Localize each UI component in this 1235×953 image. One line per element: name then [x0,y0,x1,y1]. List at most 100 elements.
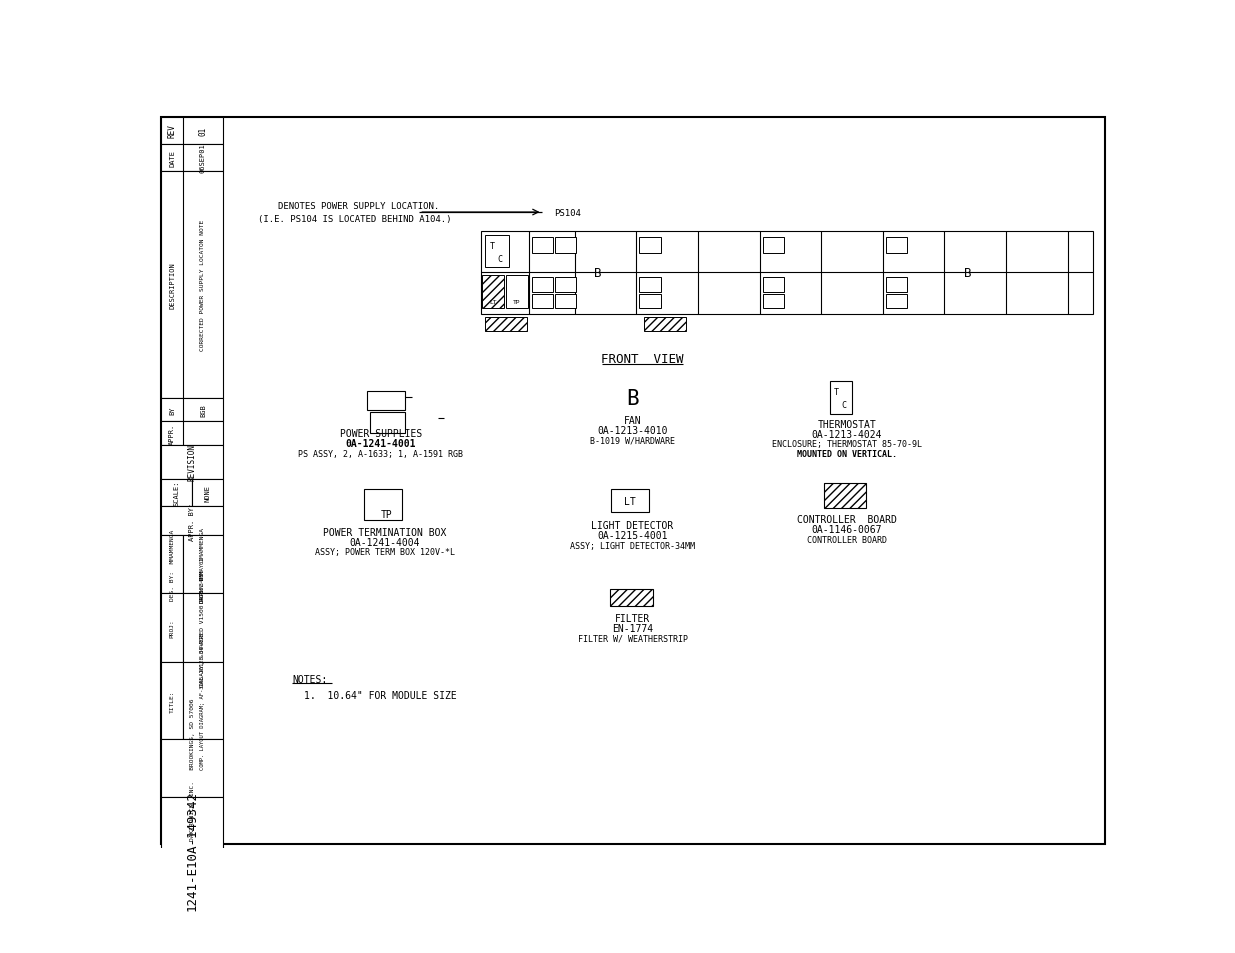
Bar [364,490,403,520]
Text: DESCRIPTION: DESCRIPTION [169,262,175,309]
Bar [162,422,222,445]
Bar [763,294,784,308]
Text: DAKTRONICS, INC.   BROOKINGS, SD 57006: DAKTRONICS, INC. BROOKINGS, SD 57006 [190,698,195,840]
Text: C: C [842,400,847,410]
Text: GALAXY, LOUVERED V1500 RGB 34MM: GALAXY, LOUVERED V1500 RGB 34MM [200,570,205,686]
Bar [885,238,908,253]
Bar [611,490,650,513]
Bar [640,294,661,308]
Text: T: T [834,388,839,396]
Text: BGB: BGB [200,404,206,416]
Bar [532,294,553,308]
Bar [484,317,527,332]
Text: MOUNTED ON VERTICAL.: MOUNTED ON VERTICAL. [797,450,897,458]
Text: NOTES:: NOTES: [293,675,327,684]
Bar [763,277,784,293]
Text: DRAWN BY:  JMAMMENGA: DRAWN BY: JMAMMENGA [200,527,205,602]
Text: LT: LT [625,497,636,506]
Text: TP: TP [514,299,521,305]
Bar [162,594,183,662]
Bar [532,238,553,253]
Bar [162,445,222,479]
Bar [162,507,222,536]
Text: CONTROLLER  BOARD: CONTROLLER BOARD [797,515,897,525]
Text: DES. BY:  MMAMMENGA: DES. BY: MMAMMENGA [169,529,174,600]
Text: ASSY; POWER TERM BOX 120V-*L: ASSY; POWER TERM BOX 120V-*L [315,548,454,557]
Text: PS104: PS104 [555,209,580,217]
Text: FAN: FAN [624,416,641,425]
Text: FRONT  VIEW: FRONT VIEW [601,353,684,365]
Text: POWER SUPPLIES: POWER SUPPLIES [340,429,422,438]
Text: 0A-1213-4024: 0A-1213-4024 [811,430,882,439]
Text: TP: TP [382,509,393,519]
Text: B: B [963,267,971,279]
Text: 06SEP01: 06SEP01 [200,143,206,173]
Text: TITLE:: TITLE: [169,690,174,713]
Text: 1.  10.64" FOR MODULE SIZE: 1. 10.64" FOR MODULE SIZE [304,690,457,700]
Text: T: T [490,242,495,252]
Text: FILTER W/ WEATHERSTRIP: FILTER W/ WEATHERSTRIP [578,634,688,642]
Text: B: B [594,267,601,279]
Text: THERMOSTAT: THERMOSTAT [818,419,876,430]
Bar [885,277,908,293]
Text: LT: LT [489,299,496,305]
Bar [640,277,661,293]
Bar [370,413,405,434]
Bar [183,662,222,740]
Bar [183,536,222,594]
Bar [640,238,661,253]
Bar [183,594,222,662]
Bar [555,238,577,253]
Text: FILTER: FILTER [615,613,650,623]
Text: B-1019 W/HARDWARE: B-1019 W/HARDWARE [590,436,676,445]
Text: BY: BY [169,406,175,415]
Text: PROJ:: PROJ: [169,618,174,638]
Bar [480,232,1093,314]
Bar [830,382,852,415]
Bar [367,392,405,411]
Text: DENOTES POWER SUPPLY LOCATION.: DENOTES POWER SUPPLY LOCATION. [278,202,440,212]
Bar [555,294,577,308]
Text: DATE: DATE [169,150,175,167]
Text: NONE: NONE [205,484,210,501]
Bar [193,479,222,507]
Bar [162,536,183,594]
Text: CONTROLLER BOARD: CONTROLLER BOARD [806,536,887,544]
Bar [162,479,193,507]
Text: ENCLOSURE; THERMOSTAT 85-70-9L: ENCLOSURE; THERMOSTAT 85-70-9L [772,440,921,449]
Text: 0A-1213-4010: 0A-1213-4010 [598,425,668,436]
Text: 1241-E10A-149342: 1241-E10A-149342 [185,790,199,910]
Bar [162,118,222,145]
Text: C: C [498,254,503,263]
Text: 0A-1241-4001: 0A-1241-4001 [346,438,416,449]
Text: APPR.: APPR. [169,423,175,444]
Text: 01: 01 [199,127,207,136]
Bar [162,399,222,422]
Text: B: B [626,389,638,409]
Text: PS ASSY, 2, A-1633; 1, A-1591 RGB: PS ASSY, 2, A-1633; 1, A-1591 RGB [299,449,463,458]
Text: ASSY; LIGHT DETECTOR-34MM: ASSY; LIGHT DETECTOR-34MM [571,541,695,551]
Bar [162,798,222,902]
Text: 0A-1215-4001: 0A-1215-4001 [598,531,668,541]
Text: POWER TERMINATION BOX: POWER TERMINATION BOX [322,527,446,537]
Bar [610,590,652,607]
Text: 0A-1241-4004: 0A-1241-4004 [350,537,420,547]
Bar [162,740,222,798]
Text: REV: REV [168,124,177,138]
Bar [645,317,687,332]
Text: REVISION: REVISION [188,443,196,480]
Text: 0A-1146-0067: 0A-1146-0067 [811,525,882,535]
Bar [555,277,577,293]
Bar [484,236,509,268]
Bar [824,483,866,508]
Bar [506,275,527,308]
Bar [763,238,784,253]
Text: EN-1774: EN-1774 [613,623,653,633]
Bar [885,294,908,308]
Text: COMP. LAYOUT DIAGRAM; AF-3065-16128-34-RGB: COMP. LAYOUT DIAGRAM; AF-3065-16128-34-R… [200,633,205,769]
Bar [162,662,183,740]
Bar [162,145,222,172]
Text: LIGHT DETECTOR: LIGHT DETECTOR [592,521,673,531]
Text: CORRECTED POWER SUPPLY LOCATON NOTE: CORRECTED POWER SUPPLY LOCATON NOTE [200,219,205,351]
Bar [162,172,222,399]
